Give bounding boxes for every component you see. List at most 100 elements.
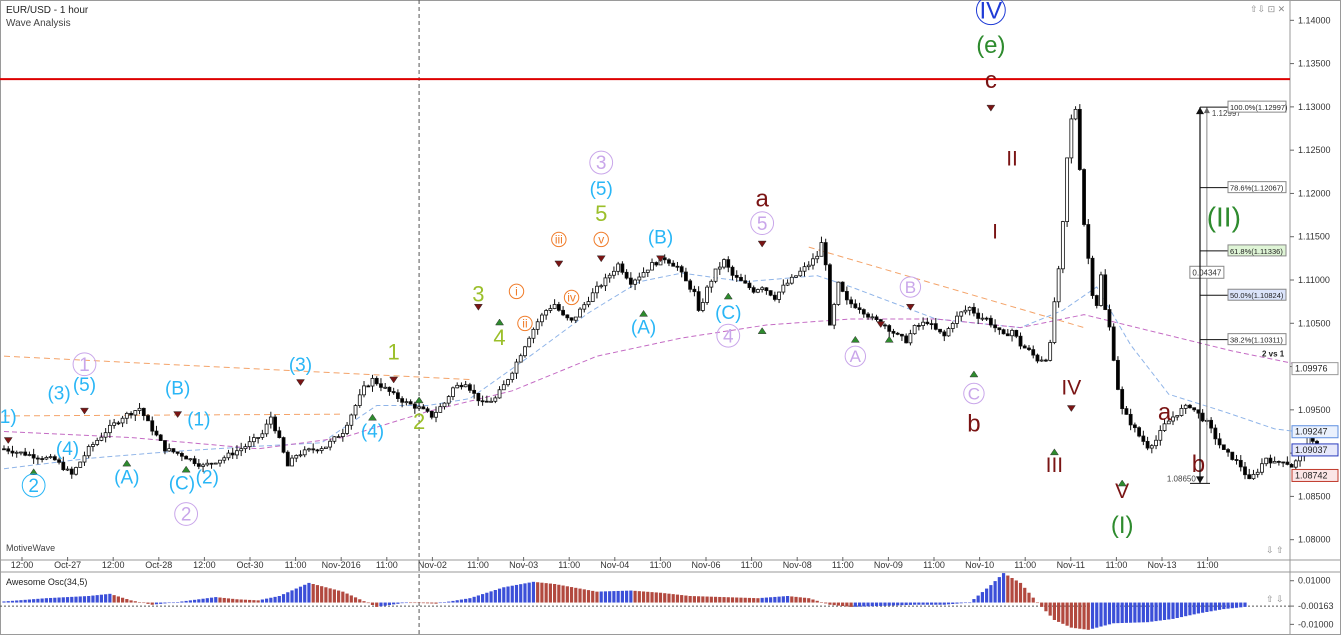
candle-body (48, 456, 53, 459)
osc-bar (417, 602, 421, 604)
candle-body (946, 328, 951, 337)
osc-bar (434, 602, 438, 604)
pivot-high-marker (473, 303, 483, 311)
candle-body (895, 332, 900, 335)
osc-bar (502, 587, 506, 603)
candle-body (950, 323, 955, 329)
osc-bar (265, 598, 269, 603)
candle-body (2, 448, 6, 451)
osc-bar (1014, 580, 1018, 603)
candle-body (933, 323, 938, 330)
candle-body (523, 346, 527, 357)
candle-body (260, 433, 265, 438)
candle-body (298, 454, 303, 457)
osc-bar (862, 602, 866, 607)
candle-body (480, 400, 485, 403)
osc-bar (396, 602, 400, 604)
candle-body (281, 437, 286, 453)
pivot-high-marker (757, 240, 767, 248)
candle-body (1132, 424, 1137, 429)
osc-bar (383, 602, 387, 606)
osc-bar (1184, 602, 1188, 617)
pivot-high-marker (554, 260, 564, 268)
candle-body (1005, 333, 1010, 337)
candle-body (425, 408, 430, 412)
osc-bar (260, 599, 264, 603)
measure-box (1189, 265, 1225, 279)
osc-bar (167, 602, 171, 604)
candle-body (1027, 347, 1031, 350)
osc-bar (1010, 578, 1014, 603)
candle-body (1298, 455, 1302, 462)
osc-bar (743, 597, 747, 603)
candle-body (781, 284, 786, 293)
osc-bar (112, 595, 116, 603)
candle-body (556, 304, 561, 311)
candle-body (756, 289, 760, 293)
osc-bar (730, 597, 735, 603)
osc-bar (1044, 602, 1048, 612)
candle-body (861, 309, 866, 315)
osc-bar (1124, 602, 1129, 623)
osc-bar (218, 597, 222, 603)
pivot-high-marker (876, 321, 886, 329)
scroll-arrows-top[interactable]: ⇩ ⇧ (1266, 545, 1284, 555)
candle-body (112, 422, 117, 426)
candle-body (988, 317, 993, 326)
osc-bar (87, 596, 91, 603)
candle-body (400, 398, 405, 403)
wave-label-circle (716, 323, 741, 348)
osc-bar (760, 597, 764, 603)
candle-body (273, 416, 277, 432)
candle-body (1221, 444, 1226, 450)
fib-level-label: 38.2%(1.10311) (1230, 336, 1283, 345)
osc-bar (142, 602, 146, 604)
osc-bar (269, 597, 273, 603)
pivot-high-marker (173, 411, 183, 419)
price-tag-box (1291, 443, 1339, 457)
wave-label-circle (517, 315, 533, 332)
candle-body (222, 457, 227, 461)
osc-bar (404, 602, 408, 604)
fib-level-box (1227, 181, 1287, 194)
candle-body (19, 451, 23, 454)
osc-bar (667, 593, 671, 603)
pivot-low-marker (757, 327, 767, 334)
osc-bar (637, 591, 641, 603)
osc-bar (1120, 602, 1124, 623)
candle-body (417, 406, 421, 409)
scroll-arrows-bottom[interactable]: ⇧ ⇩ (1266, 594, 1284, 604)
candle-body (544, 310, 549, 316)
osc-bar (1175, 602, 1179, 618)
pivot-low-marker (29, 468, 39, 476)
osc-bar (1023, 587, 1027, 603)
osc-bar (120, 597, 125, 603)
candle-body (239, 448, 244, 452)
candle-body (158, 434, 163, 441)
osc-bar (705, 596, 709, 603)
osc-bar (95, 595, 99, 603)
fib-arrow-bottom (1196, 476, 1204, 484)
candle-body (1251, 473, 1256, 480)
pivot-low-marker (1049, 448, 1059, 456)
osc-bar (400, 602, 404, 604)
candle-body (654, 262, 659, 266)
candle-body (1077, 108, 1082, 170)
osc-bar (1099, 602, 1103, 627)
osc-bar (980, 592, 985, 603)
osc-bar (286, 592, 290, 603)
y-tick-label: 1.12000 (1298, 188, 1331, 198)
candle-body (548, 308, 553, 311)
window-controls[interactable]: ⇧⇩ ⊡ ✕ (1250, 4, 1286, 14)
wave-label: A (850, 347, 862, 366)
pivot-high-marker (905, 303, 915, 311)
wave-label: 1) (0, 407, 17, 428)
osc-bar (968, 602, 972, 604)
candle-body (1171, 416, 1175, 422)
wave-label: (A) (631, 318, 656, 339)
osc-bar (688, 596, 692, 603)
osc-bar (976, 595, 980, 603)
osc-bar (1006, 575, 1010, 603)
